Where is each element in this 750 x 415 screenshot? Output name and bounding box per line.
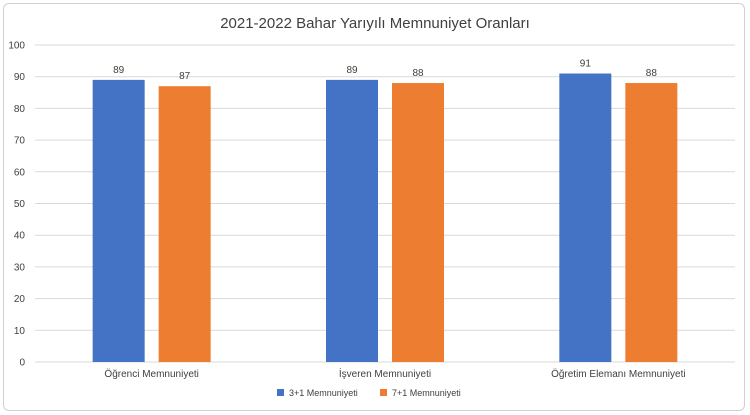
- data-label: 88: [646, 68, 658, 79]
- x-category-label: Öğrenci Memnuniyeti: [104, 368, 198, 380]
- data-label: 88: [412, 68, 424, 79]
- bar: [559, 73, 612, 362]
- bar: [158, 86, 211, 363]
- data-label: 91: [580, 59, 592, 70]
- x-category-label: İşveren Memnuniyeti: [339, 367, 431, 380]
- legend: 3+1 Memnuniyeti 7+1 Memnuniyeti: [277, 388, 461, 398]
- y-tick-label: 10: [14, 326, 26, 337]
- y-tick-label: 70: [14, 136, 26, 147]
- data-label: 89: [346, 65, 358, 76]
- y-tick-label: 100: [8, 41, 25, 52]
- bar: [625, 83, 678, 362]
- y-tick-label: 20: [14, 294, 26, 305]
- x-axis-categories: Öğrenci Memnuniyeti İşveren Memnuniyeti Öğ…: [104, 367, 685, 380]
- gridlines: [35, 44, 735, 363]
- y-tick-label: 50: [14, 199, 26, 210]
- legend-swatch: [380, 389, 387, 396]
- y-tick-label: 60: [14, 167, 26, 178]
- data-label: 89: [113, 65, 125, 76]
- x-category-label: Öğretim Elemanı Memnuniyeti: [551, 368, 686, 380]
- data-labels: 89 87 89 88 91 88: [113, 59, 657, 83]
- legend-swatch: [277, 389, 284, 396]
- legend-label: 3+1 Memnuniyeti: [289, 388, 358, 398]
- y-tick-label: 40: [14, 231, 26, 242]
- legend-label: 7+1 Memnuniyeti: [392, 388, 461, 398]
- bar: [392, 83, 444, 362]
- bar: [326, 79, 378, 363]
- y-tick-label: 80: [14, 104, 26, 115]
- bar: [92, 79, 145, 363]
- y-tick-label: 90: [14, 72, 26, 83]
- y-tick-label: 30: [14, 262, 26, 273]
- chart-title: 2021-2022 Bahar Yarıyılı Memnuniyet Oran…: [220, 15, 530, 32]
- y-tick-label: 0: [19, 358, 25, 369]
- bars: [92, 73, 678, 363]
- y-axis-ticks: 0 10 20 30 40 50 60 70 80 90 100: [8, 41, 25, 369]
- data-label: 87: [179, 71, 191, 82]
